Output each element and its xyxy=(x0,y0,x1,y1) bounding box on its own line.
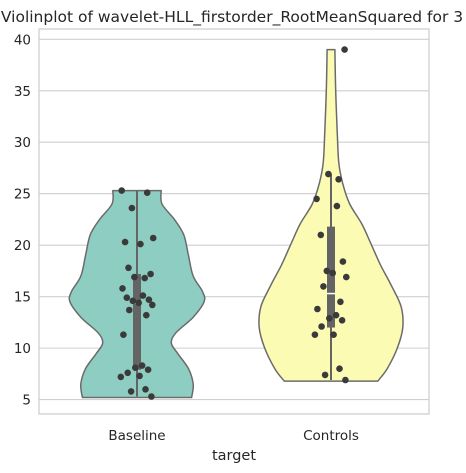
x-tick-label: Controls xyxy=(303,428,359,444)
data-point-controls xyxy=(313,195,320,203)
data-point-controls xyxy=(323,267,331,275)
data-point-controls xyxy=(335,176,342,183)
data-point-baseline xyxy=(135,299,142,307)
data-point-controls xyxy=(320,283,327,290)
data-point-controls xyxy=(330,331,337,339)
data-point-baseline xyxy=(141,274,148,282)
data-point-controls xyxy=(321,371,329,379)
y-tick-label: 35 xyxy=(14,84,31,100)
y-tick-label: 30 xyxy=(14,135,31,151)
iqr-box-baseline xyxy=(133,274,141,370)
x-axis-label: target xyxy=(212,448,256,464)
x-tick-label: Baseline xyxy=(108,428,165,444)
data-point-baseline xyxy=(143,311,150,319)
data-point-baseline xyxy=(125,264,132,272)
data-point-controls xyxy=(337,298,344,306)
data-point-controls xyxy=(325,170,332,178)
y-tick-label: 5 xyxy=(22,393,31,409)
y-tick-label: 10 xyxy=(14,341,31,357)
data-point-baseline xyxy=(138,362,146,369)
data-point-controls xyxy=(329,269,337,277)
data-point-baseline xyxy=(124,369,131,377)
data-point-controls xyxy=(332,311,340,319)
y-tick-label: 40 xyxy=(14,32,31,48)
data-point-baseline xyxy=(139,292,147,299)
data-point-baseline xyxy=(149,301,156,309)
data-point-controls xyxy=(336,365,343,373)
data-point-baseline xyxy=(142,386,149,393)
data-point-controls xyxy=(333,202,341,210)
data-point-controls xyxy=(317,231,325,239)
data-point-baseline xyxy=(118,187,125,194)
violins xyxy=(68,48,404,399)
data-point-baseline xyxy=(128,204,136,212)
data-point-baseline xyxy=(149,234,157,242)
plot-frame xyxy=(38,28,430,415)
x-tick-labels: Baseline Controls xyxy=(108,428,359,444)
data-point-controls xyxy=(338,317,346,324)
data-point-controls xyxy=(339,258,347,265)
data-point-baseline xyxy=(119,285,126,292)
data-point-baseline xyxy=(121,238,129,246)
box-overlays xyxy=(133,174,335,397)
data-point-baseline xyxy=(147,270,154,278)
data-point-controls xyxy=(341,46,348,53)
data-point-baseline xyxy=(148,393,155,400)
data-point-baseline xyxy=(120,331,127,339)
data-point-controls xyxy=(314,305,321,313)
data-point-baseline xyxy=(143,189,151,196)
data-point-controls xyxy=(343,273,350,281)
y-tick-labels: 5 10 15 20 25 30 35 40 xyxy=(14,32,31,408)
data-point-controls xyxy=(326,315,333,322)
iqr-box-controls xyxy=(327,226,335,328)
data-point-baseline xyxy=(145,296,153,304)
data-point-controls xyxy=(342,376,349,384)
data-point-controls xyxy=(318,323,325,330)
chart-title: Violinplot of wavelet-HLL_firstorder_Roo… xyxy=(1,8,463,27)
data-point-baseline xyxy=(136,372,143,380)
y-tick-label: 15 xyxy=(14,290,31,306)
data-point-controls xyxy=(311,331,319,339)
data-point-baseline xyxy=(131,273,138,281)
data-point-baseline xyxy=(137,240,144,248)
data-point-baseline xyxy=(132,364,139,372)
y-tick-label: 20 xyxy=(14,238,31,254)
data-points xyxy=(117,46,350,400)
data-point-baseline xyxy=(123,294,131,302)
data-point-baseline xyxy=(144,366,152,374)
data-point-baseline xyxy=(127,388,135,395)
data-point-baseline xyxy=(126,306,133,314)
y-tick-label: 25 xyxy=(14,187,31,203)
data-point-baseline xyxy=(129,297,137,305)
data-point-baseline xyxy=(117,373,125,381)
